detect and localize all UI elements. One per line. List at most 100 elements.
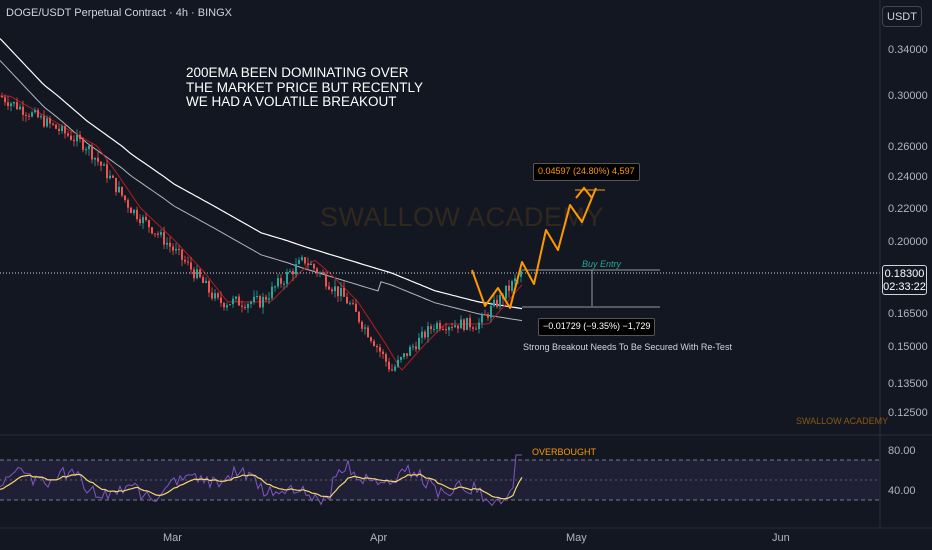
candle[interactable] [175,242,177,255]
projection-path[interactable] [471,187,597,309]
candle[interactable] [40,113,42,120]
ema-200-line[interactable] [0,38,523,310]
candle[interactable] [244,303,246,310]
candle[interactable] [28,113,30,121]
candle[interactable] [334,279,336,298]
candle[interactable] [496,295,498,309]
candle[interactable] [118,181,120,194]
candle[interactable] [445,322,447,334]
candle[interactable] [220,291,222,307]
candle[interactable] [328,282,330,291]
candle[interactable] [70,131,72,141]
candle[interactable] [298,257,300,265]
candle[interactable] [34,107,36,114]
candle[interactable] [457,325,459,334]
candle[interactable] [211,287,213,301]
candle[interactable] [451,322,453,332]
candle[interactable] [79,130,81,143]
candle[interactable] [343,281,345,297]
candle[interactable] [241,300,243,313]
candle[interactable] [259,294,261,309]
candle[interactable] [340,282,342,302]
candle[interactable] [310,260,312,266]
candle[interactable] [196,265,198,280]
candle[interactable] [313,263,315,272]
candle[interactable] [130,206,132,214]
candle[interactable] [139,214,141,226]
candle[interactable] [112,174,114,179]
candle[interactable] [217,292,219,300]
candle[interactable] [427,321,429,343]
candle[interactable] [319,271,321,278]
candle[interactable] [31,110,33,118]
candle[interactable] [82,137,84,153]
candle[interactable] [148,219,150,233]
candle[interactable] [430,323,432,335]
candle[interactable] [187,256,189,266]
candle[interactable] [436,320,438,334]
candle[interactable] [403,352,405,360]
candle[interactable] [376,344,378,353]
candle[interactable] [493,293,495,308]
candle[interactable] [91,143,93,164]
candle[interactable] [406,353,408,359]
candle[interactable] [43,110,45,128]
candle[interactable] [283,280,285,290]
candle[interactable] [178,244,180,256]
candle[interactable] [448,325,450,337]
candle[interactable] [433,324,435,333]
candle[interactable] [214,289,216,302]
candle[interactable] [484,309,486,316]
candle[interactable] [73,135,75,147]
candle[interactable] [277,273,279,289]
candle[interactable] [247,302,249,314]
candle[interactable] [16,97,18,111]
candle[interactable] [97,151,99,166]
candle[interactable] [505,285,507,301]
candle[interactable] [202,274,204,284]
candle[interactable] [412,343,414,351]
candle[interactable] [472,325,474,332]
candle[interactable] [271,281,273,301]
ema-100-line[interactable] [0,60,523,322]
candle[interactable] [439,320,441,332]
candle[interactable] [250,300,252,309]
candle[interactable] [22,100,24,122]
candle[interactable] [370,336,372,344]
candle[interactable] [124,195,126,203]
candle[interactable] [346,292,348,304]
candle[interactable] [490,302,492,323]
candle[interactable] [265,294,267,302]
candle[interactable] [157,231,159,239]
candle[interactable] [385,352,387,367]
candle[interactable] [325,270,327,290]
candle[interactable] [454,319,456,328]
candle[interactable] [166,237,168,250]
candle[interactable] [121,186,123,198]
candle[interactable] [418,333,420,350]
candle[interactable] [127,198,129,213]
candle[interactable] [136,206,138,222]
candle[interactable] [13,101,15,107]
analysis-note[interactable]: 200EMA BEEN DOMINATING OVER THE MARKET P… [186,65,423,110]
candle[interactable] [355,298,357,312]
candle[interactable] [508,279,510,298]
candle[interactable] [226,302,228,311]
candle[interactable] [394,364,396,372]
candle[interactable] [364,324,366,335]
candle[interactable] [76,129,78,147]
candle[interactable] [184,255,186,265]
candle[interactable] [181,249,183,267]
candle[interactable] [280,274,282,288]
candle[interactable] [169,236,171,253]
candle[interactable] [160,228,162,238]
currency-button[interactable]: USDT [882,6,922,27]
candle[interactable] [358,311,360,324]
candle[interactable] [475,325,477,330]
candle[interactable] [190,256,192,275]
candle[interactable] [469,314,471,332]
candle[interactable] [301,254,303,262]
candle[interactable] [292,268,294,282]
candle[interactable] [1,92,3,99]
candle[interactable] [397,355,399,369]
